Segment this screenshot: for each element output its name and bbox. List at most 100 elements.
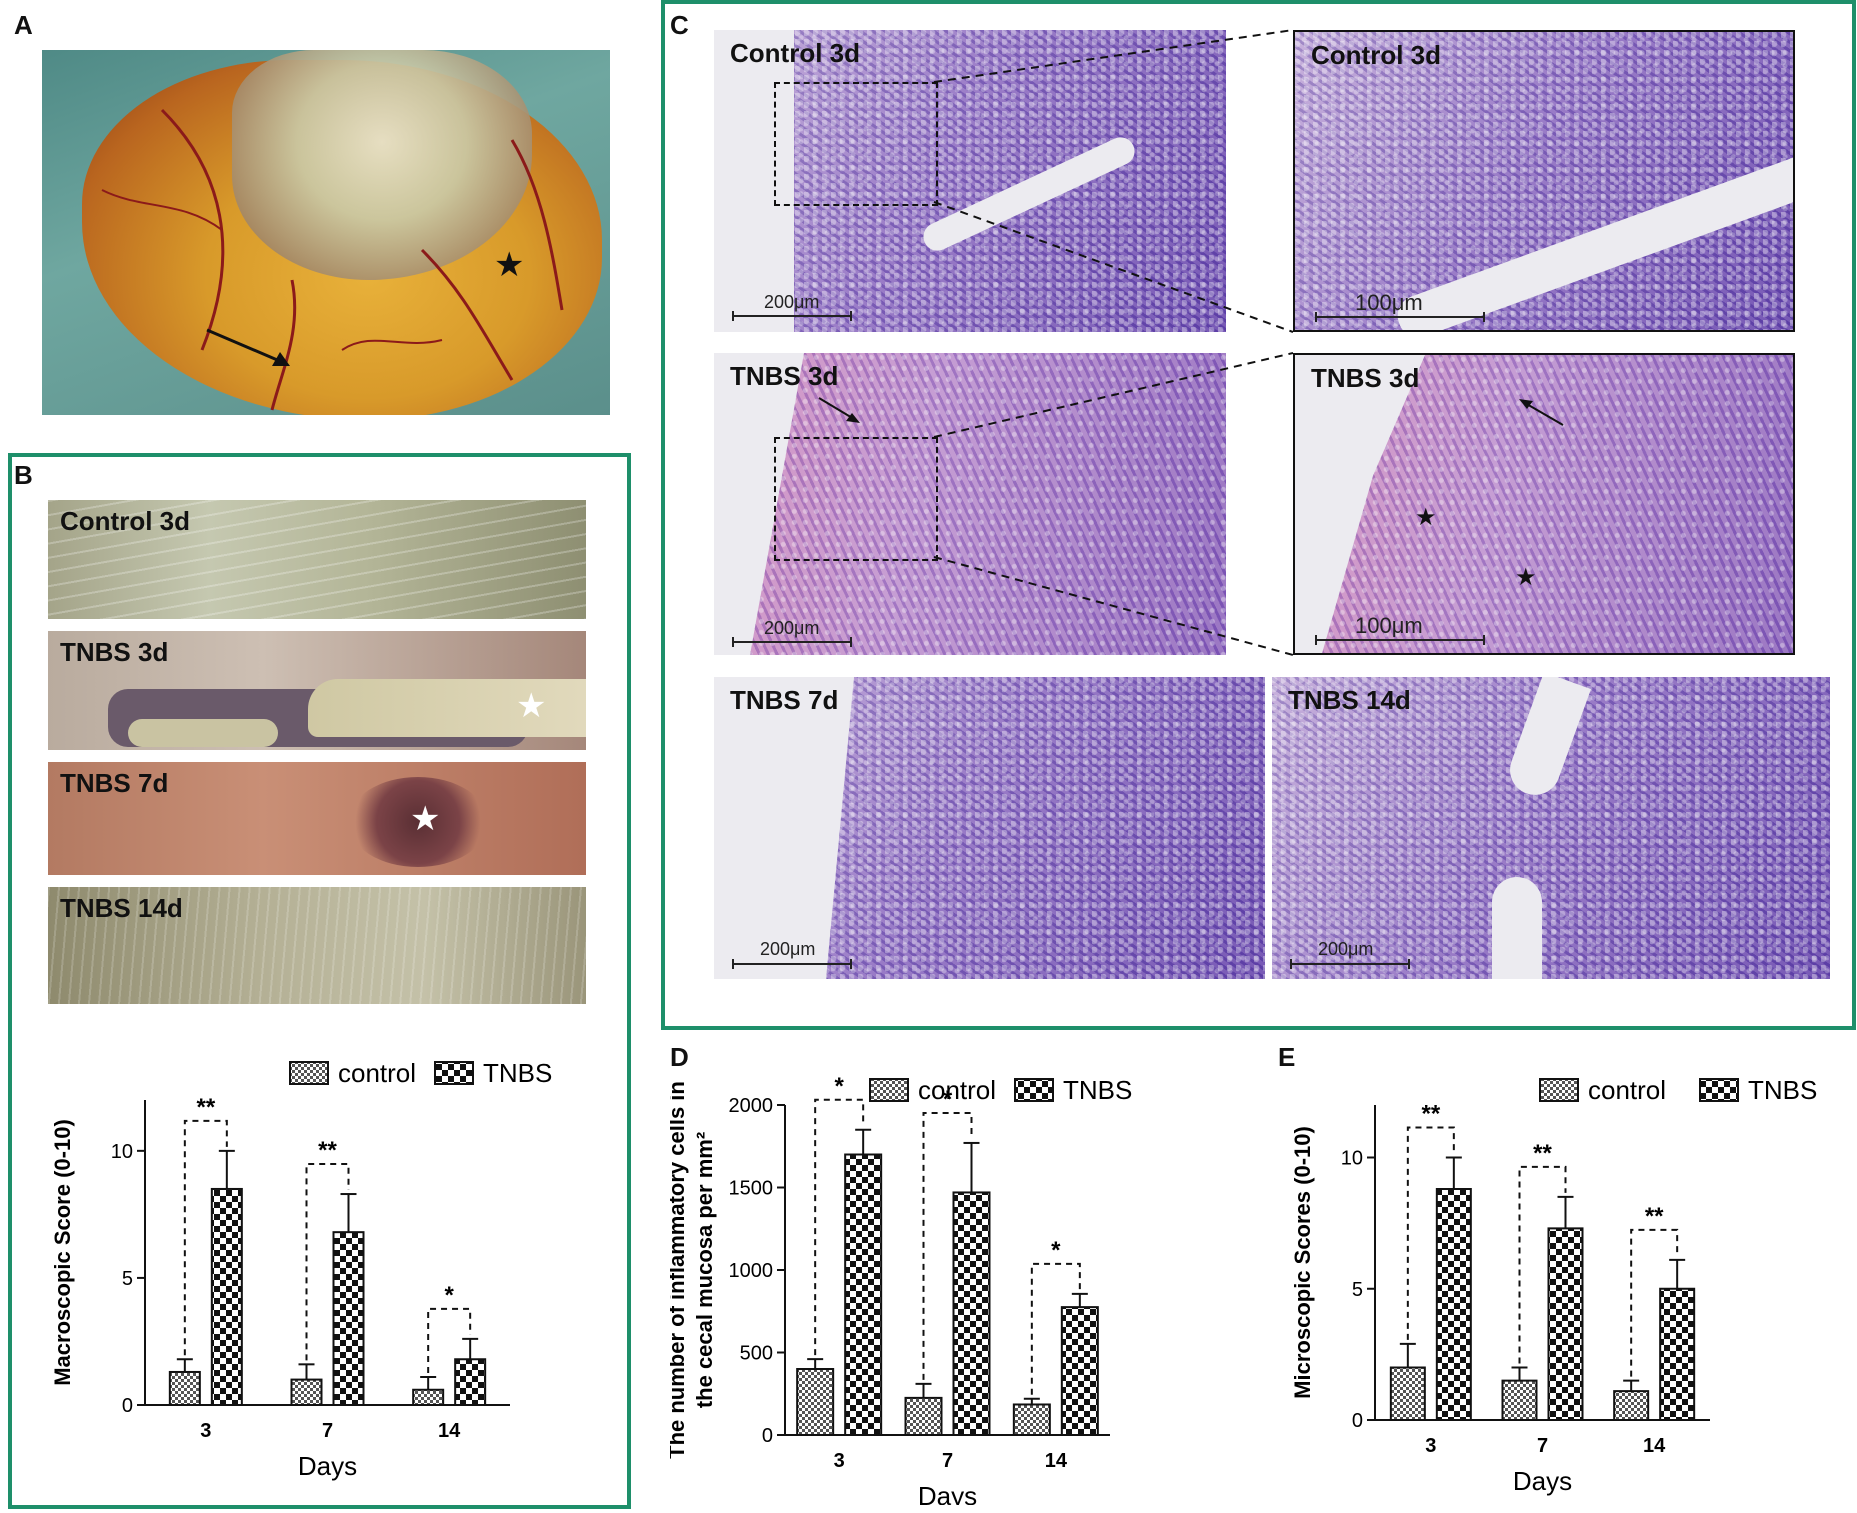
scale-bar bbox=[732, 311, 852, 321]
scale-bar bbox=[1315, 312, 1485, 322]
panel-b-frame bbox=[8, 453, 631, 1509]
scale-text: 200μm bbox=[1318, 939, 1374, 959]
x-axis-title: Days bbox=[298, 1451, 357, 1481]
scale-bar bbox=[732, 959, 852, 969]
legend-swatch-control bbox=[869, 1078, 909, 1102]
histology-label: Control 3d bbox=[730, 38, 860, 68]
y-axis-title: The number of inflammatory cells in bbox=[670, 1081, 689, 1459]
scale-bar bbox=[1290, 959, 1410, 969]
star-marker-icon: ★ bbox=[494, 246, 525, 284]
x-tick-label: 7 bbox=[322, 1420, 333, 1442]
scale-text: 200μm bbox=[764, 292, 820, 312]
x-tick-label: 7 bbox=[942, 1450, 953, 1472]
significance-bracket bbox=[1518, 1165, 1567, 1364]
scale-text: 100μm bbox=[1355, 290, 1423, 315]
panel-letter-c: C bbox=[670, 10, 689, 40]
cecum-photo: ★ bbox=[42, 50, 610, 415]
y-tick-label: 2000 bbox=[729, 1095, 774, 1117]
bar-tnbs bbox=[454, 1358, 487, 1406]
bar-control bbox=[290, 1378, 323, 1407]
photo-label: TNBS 3d bbox=[60, 637, 169, 667]
legend-swatch-tnbs bbox=[1699, 1078, 1739, 1102]
legend-swatch-tnbs bbox=[1014, 1078, 1054, 1102]
significance-bracket bbox=[183, 1119, 228, 1356]
x-tick-label: 3 bbox=[1425, 1435, 1436, 1457]
scale-text: 100μm bbox=[1355, 613, 1423, 638]
legend-swatch-control bbox=[1539, 1078, 1579, 1102]
panel-letter-a: A bbox=[14, 10, 33, 40]
y-tick-label: 0 bbox=[762, 1425, 773, 1447]
x-axis-title: Days bbox=[918, 1481, 977, 1505]
legend-label: TNBS bbox=[1063, 1075, 1132, 1105]
chart-b: 0 5 10 ** 3 ** 7 * 14 Days Macroscopic Score (0-10… bbox=[50, 1058, 552, 1481]
significance-label: * bbox=[444, 1282, 454, 1309]
y-tick-label: 5 bbox=[122, 1268, 133, 1290]
panel-letter-b: B bbox=[14, 460, 33, 490]
significance-label: ** bbox=[318, 1137, 337, 1164]
histology-tnbs-3d-high: TNBS 3d ★ ★ 100μm bbox=[1293, 353, 1795, 655]
arrow-icon bbox=[818, 397, 860, 423]
scale-text: 200μm bbox=[760, 939, 816, 959]
star-marker-icon: ★ bbox=[410, 800, 441, 838]
bar-tnbs bbox=[332, 1231, 365, 1406]
histology-tnbs-3d-low: TNBS 3d 200μm bbox=[714, 353, 1226, 655]
bar-tnbs bbox=[952, 1191, 991, 1436]
scale-bar bbox=[1315, 635, 1485, 645]
significance-bracket bbox=[814, 1098, 865, 1356]
photo-label: TNBS 14d bbox=[60, 893, 183, 923]
panel-c-frame bbox=[661, 0, 1856, 1030]
histology-control-3d-low: Control 3d 200μm bbox=[714, 30, 1226, 332]
panel-letter-d: D bbox=[670, 1042, 689, 1072]
photo-label: Control 3d bbox=[60, 506, 190, 536]
photo-label: TNBS 7d bbox=[60, 768, 169, 798]
star-marker-icon: ★ bbox=[1515, 564, 1537, 591]
y-axis-title: Microscopic Scores (0-10) bbox=[1290, 1126, 1315, 1399]
bar-tnbs bbox=[844, 1153, 883, 1436]
significance-bracket bbox=[1030, 1262, 1081, 1395]
x-tick-label: 14 bbox=[1045, 1450, 1068, 1472]
x-axis-title: Days bbox=[1513, 1466, 1572, 1496]
significance-bracket bbox=[1630, 1228, 1679, 1377]
significance-label: ** bbox=[196, 1094, 215, 1121]
legend-label: TNBS bbox=[1748, 1075, 1817, 1105]
bar-tnbs bbox=[210, 1187, 243, 1406]
y-tick-label: 1000 bbox=[729, 1260, 774, 1282]
bar-control bbox=[1613, 1390, 1650, 1421]
bar-tnbs bbox=[1060, 1306, 1099, 1436]
legend-label: TNBS bbox=[483, 1058, 552, 1088]
histology-label: TNBS 14d bbox=[1288, 685, 1411, 715]
significance-label: ** bbox=[1533, 1140, 1552, 1167]
star-marker-icon: ★ bbox=[516, 687, 547, 725]
bar-control bbox=[412, 1388, 445, 1406]
arrow-icon bbox=[206, 328, 290, 366]
panel-letter-e: E bbox=[1278, 1042, 1296, 1072]
gross-photo-tnbs-7d: TNBS 7d ★ bbox=[48, 762, 586, 875]
significance-label: * bbox=[834, 1073, 844, 1100]
y-tick-label: 10 bbox=[111, 1141, 133, 1163]
significance-label: * bbox=[943, 1086, 953, 1113]
bar-tnbs bbox=[1659, 1287, 1696, 1421]
bar-tnbs bbox=[1435, 1188, 1472, 1421]
star-marker-icon: ★ bbox=[1415, 504, 1437, 531]
legend-swatch-tnbs bbox=[434, 1061, 474, 1085]
bar-tnbs bbox=[1547, 1227, 1584, 1421]
x-tick-label: 7 bbox=[1537, 1435, 1548, 1457]
histology-tnbs-7d: TNBS 7d 200μm bbox=[714, 677, 1265, 979]
significance-label: ** bbox=[1421, 1101, 1440, 1128]
histology-label: TNBS 3d bbox=[730, 361, 839, 391]
blood-vessels bbox=[101, 108, 564, 411]
y-tick-label: 10 bbox=[1341, 1148, 1363, 1170]
histology-label: TNBS 3d bbox=[1311, 363, 1420, 393]
scale-text: 200μm bbox=[764, 618, 820, 638]
histology-control-3d-high: Control 3d 100μm bbox=[1293, 30, 1795, 332]
significance-label: ** bbox=[1645, 1203, 1664, 1230]
x-tick-label: 3 bbox=[834, 1450, 845, 1472]
histology-label: TNBS 7d bbox=[730, 685, 839, 715]
zoom-guide-lines bbox=[933, 29, 1294, 656]
y-axis-title: Macroscopic Score (0-10) bbox=[50, 1119, 75, 1386]
legend-swatch-control bbox=[289, 1061, 329, 1085]
x-tick-label: 14 bbox=[1643, 1435, 1666, 1457]
bar-control bbox=[168, 1370, 201, 1407]
bar-control bbox=[796, 1368, 835, 1436]
x-tick-label: 3 bbox=[200, 1420, 211, 1442]
